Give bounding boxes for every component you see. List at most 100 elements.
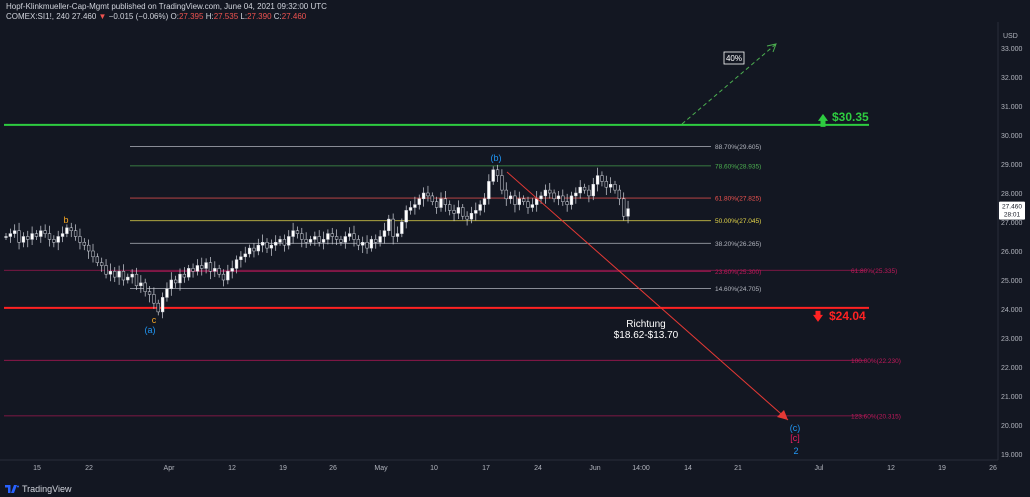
candle-body [56, 236, 60, 243]
candle-body [169, 279, 173, 289]
tradingview-icon [5, 485, 19, 493]
candle-body [78, 236, 82, 243]
fib-retracement-label: 61.80%(27.825) [715, 196, 761, 203]
fib-retracement-label: 14.60%(24.705) [715, 286, 761, 293]
high-value: 27.535 [213, 12, 239, 21]
key-level-label: $24.04 [829, 309, 866, 323]
time-tick-label: May [374, 465, 388, 472]
price-tick-label: 28.000 [1001, 191, 1023, 198]
low-label: L: [240, 12, 248, 21]
candle-body [230, 268, 234, 272]
candle-body [513, 195, 517, 205]
candle-body [278, 239, 282, 243]
close-value: 27.460 [281, 12, 307, 21]
close-label: C: [273, 12, 282, 21]
candle-body [178, 273, 182, 284]
candle-body [378, 236, 382, 243]
price-tick-label: 23.000 [1001, 336, 1023, 343]
candle-body [465, 215, 469, 220]
last-price: 27.460 [71, 12, 97, 21]
down-arrow-icon [813, 314, 823, 322]
candle-body [461, 207, 465, 217]
low-value: 27.390 [247, 12, 272, 21]
candle-body [4, 236, 8, 238]
fib-extension-label: 61.80%(25.335) [851, 268, 897, 275]
publisher-line: Hopf-Klinkmueller-Cap-Mgmt published on … [6, 2, 327, 11]
candle-body [191, 268, 195, 272]
candle-body [100, 262, 104, 266]
candle-body [487, 181, 491, 200]
candle-body [435, 201, 439, 208]
candle-body [504, 189, 508, 200]
candle-body [482, 198, 487, 205]
last-price-box [999, 201, 1025, 220]
candle-body [387, 218, 391, 231]
symbol-label[interactable]: COMEX:SI1!, 240 [6, 12, 70, 21]
candle-body [326, 233, 330, 240]
candle-body [26, 236, 30, 240]
fib-retracement-label: 50.00%(27.045) [715, 218, 761, 225]
wave-label: b [63, 215, 68, 225]
candle-body [543, 189, 548, 197]
target-annotation-line1: Richtung [626, 319, 665, 330]
time-tick-label: 22 [85, 465, 93, 472]
candle-body [443, 198, 448, 205]
change-value: −0.015 (−0.06%) [108, 12, 169, 21]
key-level-label: $30.35 [832, 110, 869, 124]
time-tick-label: 17 [482, 465, 490, 472]
candle-body [439, 198, 443, 208]
ohlc-line: COMEX:SI1!, 240 27.460 ▼ −0.015 (−0.06%)… [6, 12, 327, 22]
candle-body [52, 239, 56, 243]
candle-body [234, 259, 239, 269]
time-tick-label: 19 [279, 465, 287, 472]
price-tick-label: 27.000 [1001, 220, 1023, 227]
candle-body [530, 204, 535, 208]
time-tick-label: 15 [33, 465, 41, 472]
fib-retracement-label: 78.60%(28.935) [715, 163, 761, 170]
candle-body [574, 192, 578, 197]
tradingview-logo[interactable]: TradingView [5, 484, 72, 494]
candle-body [622, 198, 626, 217]
candle-body [548, 189, 552, 194]
candle-body [60, 233, 65, 237]
candle-body [221, 273, 226, 281]
candle-body [269, 244, 274, 249]
price-tick-label: 19.000 [1001, 452, 1023, 459]
price-tick-label: 31.000 [1001, 104, 1023, 111]
candle-body [609, 184, 613, 188]
candle-body [369, 239, 374, 249]
candle-body [334, 236, 339, 240]
candle-body [539, 195, 543, 200]
candle-body [408, 207, 413, 211]
candle-body [352, 233, 356, 240]
candle-body [361, 242, 365, 246]
candle-body [117, 271, 121, 278]
candle-body [365, 242, 369, 249]
candle-body [217, 268, 221, 275]
price-tick-label: 30.000 [1001, 133, 1023, 140]
time-tick-label: 12 [228, 465, 236, 472]
candle-body [204, 262, 208, 269]
candle-body [113, 271, 117, 278]
time-tick-label: Jul [815, 465, 824, 472]
candle-body [69, 227, 73, 231]
candle-body [339, 239, 343, 243]
time-tick-label: 21 [734, 465, 742, 472]
candle-body [182, 273, 186, 278]
time-tick-label: 26 [989, 465, 997, 472]
down-arrow-stem [815, 310, 821, 316]
price-tick-label: 29.000 [1001, 162, 1023, 169]
candle-body [8, 233, 12, 237]
wave-label: (a) [145, 325, 156, 335]
candle-body [130, 273, 134, 278]
candle-body [247, 247, 252, 255]
candle-body [565, 201, 569, 205]
candle-body [561, 195, 565, 202]
candle-body [491, 169, 495, 182]
candle-body [143, 282, 147, 292]
time-tick-label: 26 [329, 465, 337, 472]
time-tick-label: Apr [164, 465, 176, 472]
candle-body [226, 271, 230, 281]
candle-body [321, 239, 326, 243]
